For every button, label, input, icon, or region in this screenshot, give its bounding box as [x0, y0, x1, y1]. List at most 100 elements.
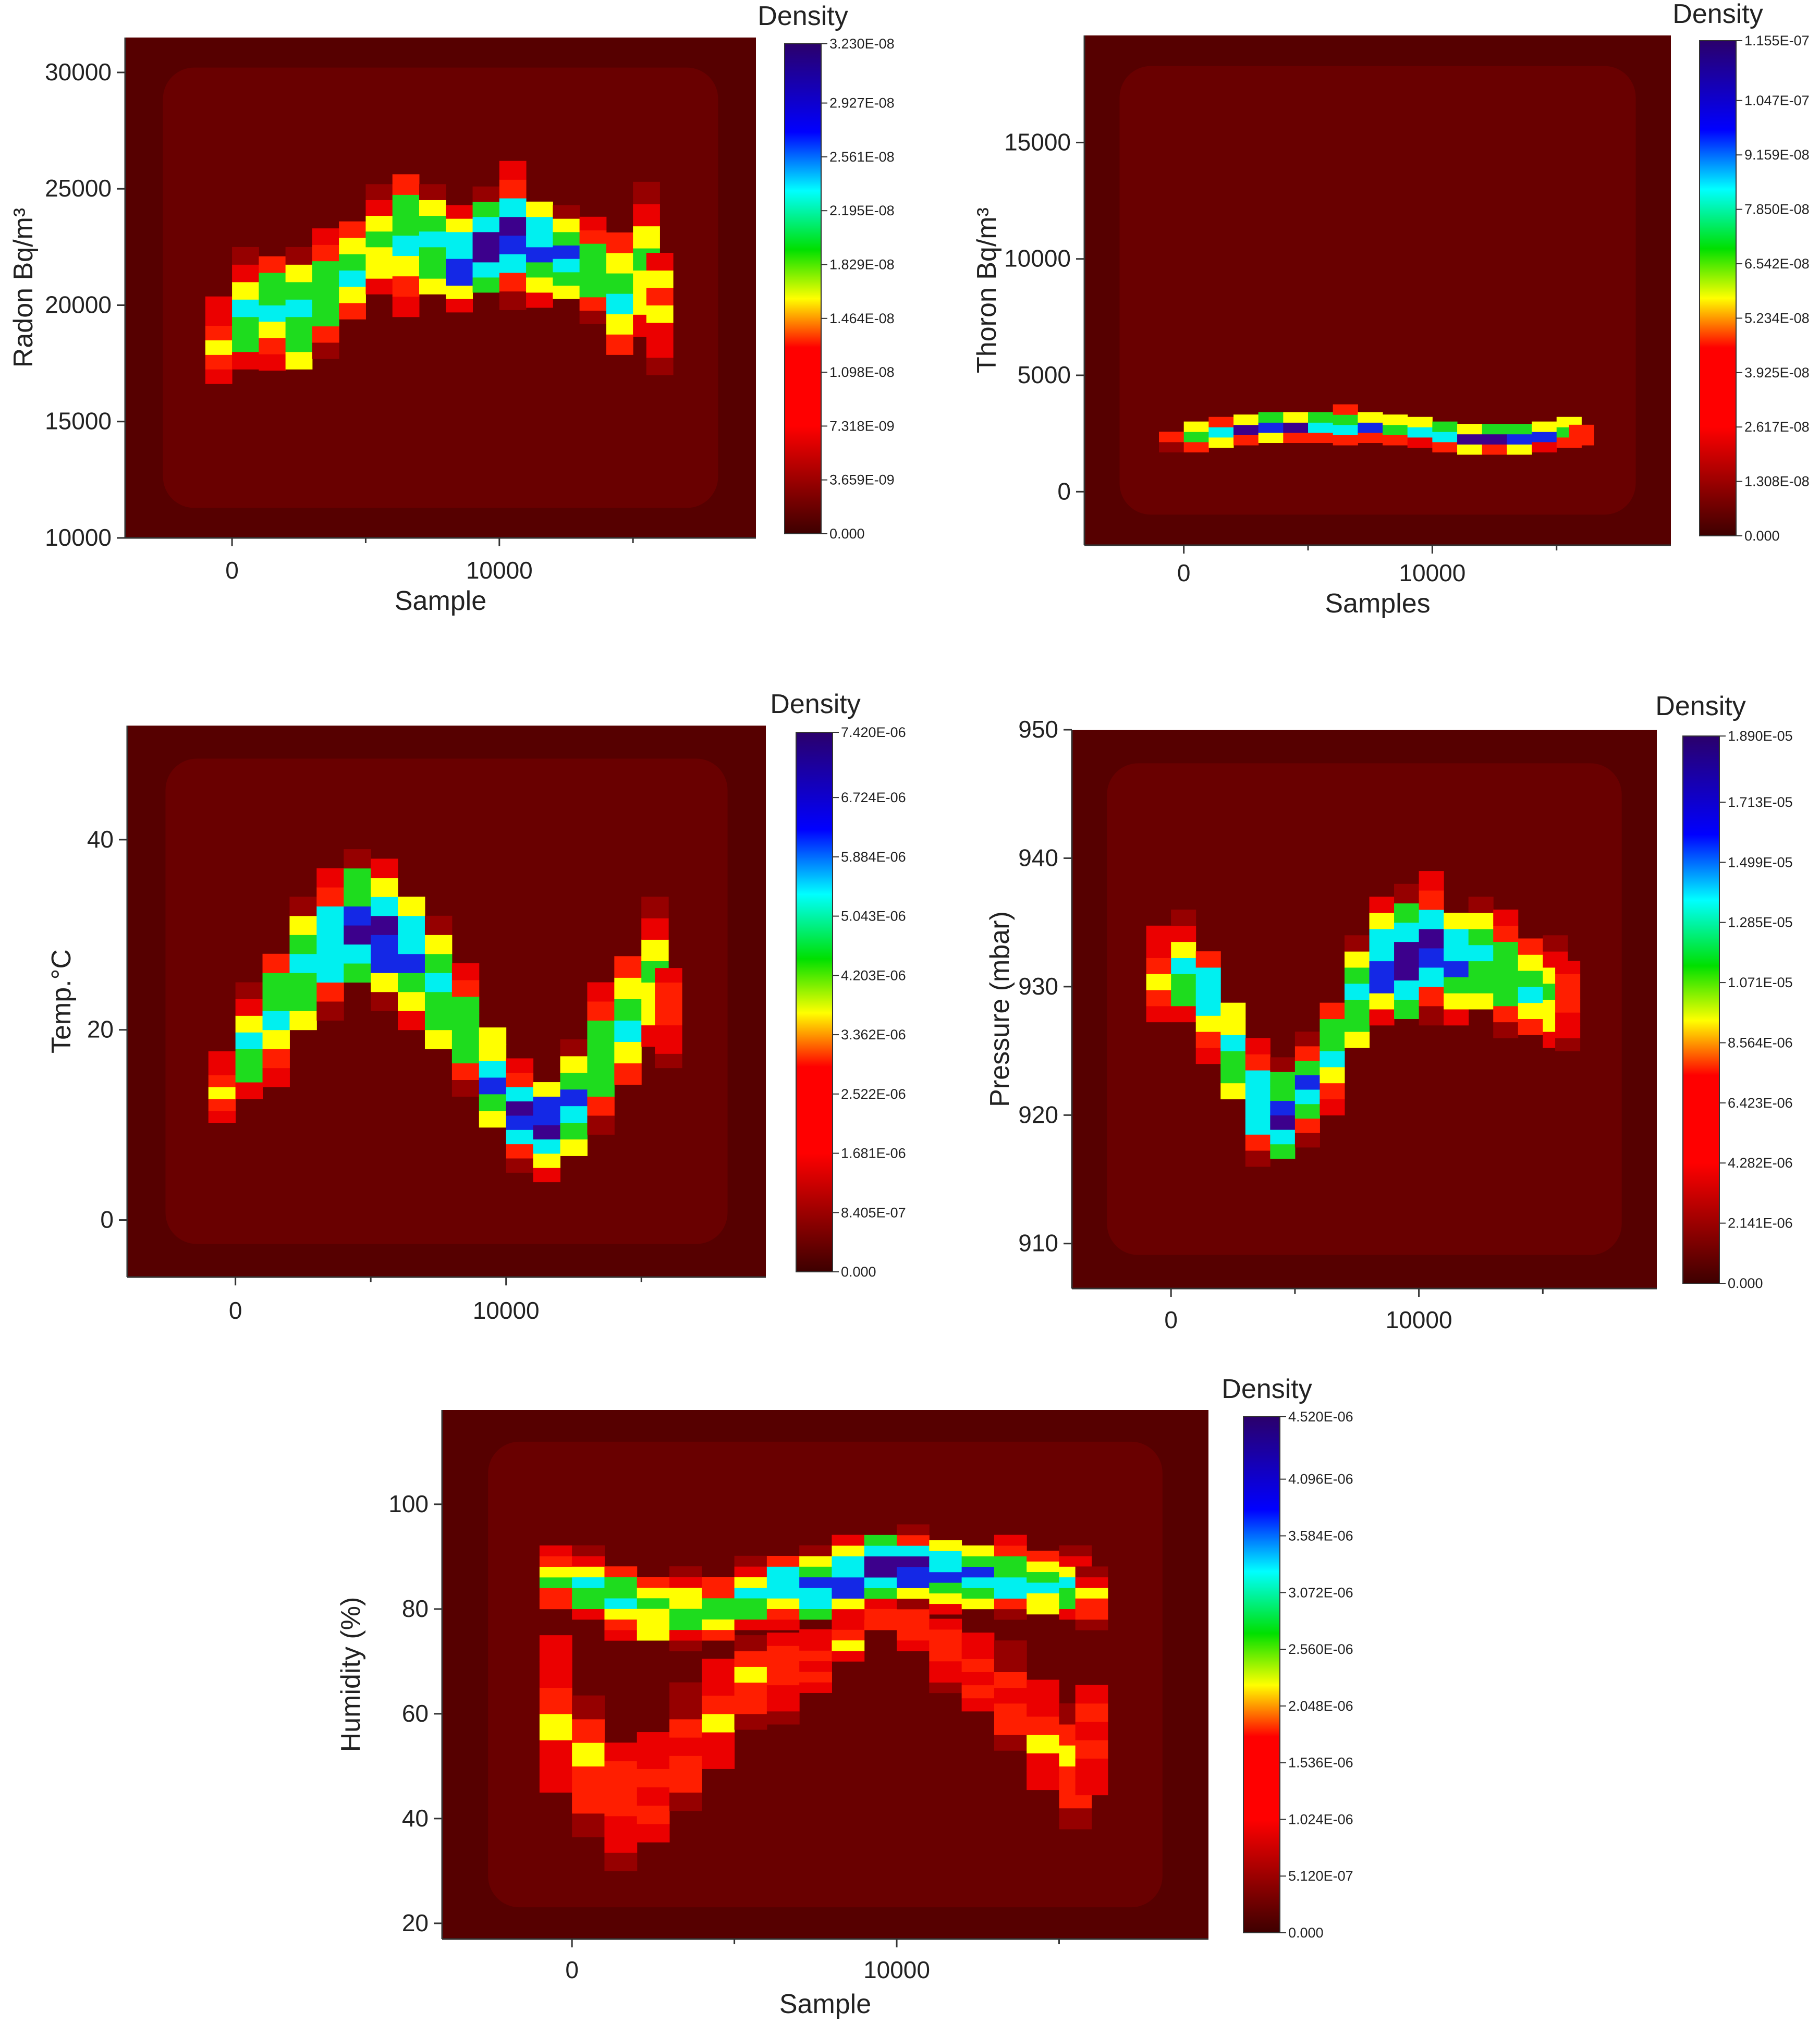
density-cell	[1320, 1019, 1345, 1035]
colorbar: Density 0.000 3.659E-09 7.318E-09 1.098E-08 1…	[758, 1, 894, 542]
density-cell	[398, 953, 425, 973]
x-tick-label: 0	[565, 1956, 579, 1983]
density-cell	[285, 247, 313, 265]
density-cell	[1468, 913, 1494, 929]
density-cell	[702, 1713, 735, 1733]
density-cell	[1419, 910, 1444, 929]
density-cell	[371, 915, 398, 935]
density-cell	[832, 1545, 865, 1556]
density-cell	[446, 259, 473, 273]
density-cell	[1027, 1572, 1059, 1583]
density-cell	[526, 277, 553, 293]
y-tick-label: 15000	[45, 408, 112, 435]
density-cell	[1444, 928, 1469, 946]
density-cell	[1075, 1703, 1108, 1722]
density-cell	[539, 1687, 572, 1714]
density-cell	[1555, 974, 1581, 987]
density-cell	[1369, 961, 1395, 977]
density-cell	[232, 264, 259, 283]
density-cell	[1294, 1103, 1320, 1119]
density-cell	[646, 253, 674, 271]
density-cell	[766, 1598, 800, 1609]
colorbar: Density 0.000 8.405E-07 1.681E-06 2.522E-06 3…	[770, 689, 906, 1280]
density-cell	[1027, 1582, 1059, 1593]
density-cell	[1394, 980, 1420, 1000]
x-axis-title: Sample	[779, 1989, 871, 2019]
density-cell	[1075, 1776, 1108, 1796]
colorbar-label: 1.098E-08	[829, 364, 895, 380]
density-cell	[1407, 416, 1433, 427]
density-cell	[533, 1082, 561, 1097]
density-cell	[929, 1583, 962, 1593]
density-cell	[1146, 925, 1171, 942]
density-cell	[1543, 935, 1568, 952]
density-cell	[766, 1711, 800, 1725]
density-cell	[526, 292, 553, 308]
density-cell	[451, 1029, 480, 1047]
colorbar-label: 0.000	[829, 526, 865, 542]
density-cell	[316, 1001, 344, 1021]
density-cell	[371, 935, 398, 954]
density-cell	[451, 979, 480, 997]
density-cell	[1532, 432, 1557, 443]
density-cell	[734, 1577, 767, 1588]
density-cell	[1146, 941, 1171, 958]
density-cell	[533, 1125, 561, 1139]
colorbar-label: 3.072E-06	[1288, 1585, 1353, 1600]
y-tick-label: 930	[1018, 973, 1058, 1000]
density-cell	[208, 1110, 236, 1123]
density-cell	[451, 1046, 480, 1064]
density-cell	[1294, 1118, 1320, 1133]
density-cell	[702, 1659, 735, 1678]
density-cell	[961, 1598, 995, 1610]
density-cell	[1245, 1150, 1271, 1167]
y-tick-label: 5000	[1018, 361, 1071, 388]
density-cell	[1220, 1002, 1246, 1019]
density-cell	[312, 244, 339, 262]
density-cell	[734, 1555, 767, 1567]
density-cell	[579, 270, 607, 284]
density-cell	[499, 254, 527, 273]
density-cell	[655, 982, 682, 997]
density-cell	[285, 299, 313, 317]
density-cell	[479, 1061, 507, 1078]
density-cell	[799, 1566, 832, 1578]
density-cell	[1432, 441, 1458, 452]
density-cell	[1245, 1054, 1271, 1071]
colorbar-gradient	[784, 43, 822, 534]
density-cell	[1369, 993, 1395, 1010]
colorbar-label: 2.560E-06	[1288, 1641, 1353, 1657]
colorbar-label: 1.681E-06	[841, 1146, 906, 1161]
density-cell	[392, 235, 420, 256]
density-cell	[539, 1556, 572, 1567]
density-cell	[262, 1011, 290, 1031]
density-cell	[1075, 1587, 1108, 1599]
density-cell	[1294, 1089, 1320, 1105]
density-cell	[560, 1139, 588, 1156]
density-cell	[526, 262, 553, 278]
density-cell	[702, 1629, 735, 1641]
density-cell	[766, 1609, 800, 1620]
colorbar-label: 0.000	[841, 1264, 876, 1280]
density-cell	[533, 1153, 561, 1168]
x-tick-label: 10000	[863, 1956, 930, 1983]
density-cell	[533, 1139, 561, 1154]
density-cell	[1027, 1735, 1059, 1753]
density-cell	[285, 334, 313, 352]
colorbar-label: 1.713E-05	[1728, 794, 1793, 810]
density-cell	[1294, 1060, 1320, 1075]
density-cell	[637, 1805, 670, 1824]
density-cell	[262, 1068, 290, 1087]
density-cell	[1270, 1144, 1296, 1159]
x-axis-title: Samples	[1325, 588, 1430, 619]
density-cell	[655, 968, 682, 983]
density-cell	[1419, 928, 1444, 949]
density-cell	[259, 256, 286, 273]
density-cell	[312, 261, 339, 278]
colorbar-label: 0.000	[1728, 1275, 1763, 1291]
x-tick-label: 0	[1164, 1306, 1178, 1333]
density-cell	[1419, 871, 1444, 891]
density-cell	[1394, 961, 1420, 981]
density-cell	[371, 858, 398, 878]
